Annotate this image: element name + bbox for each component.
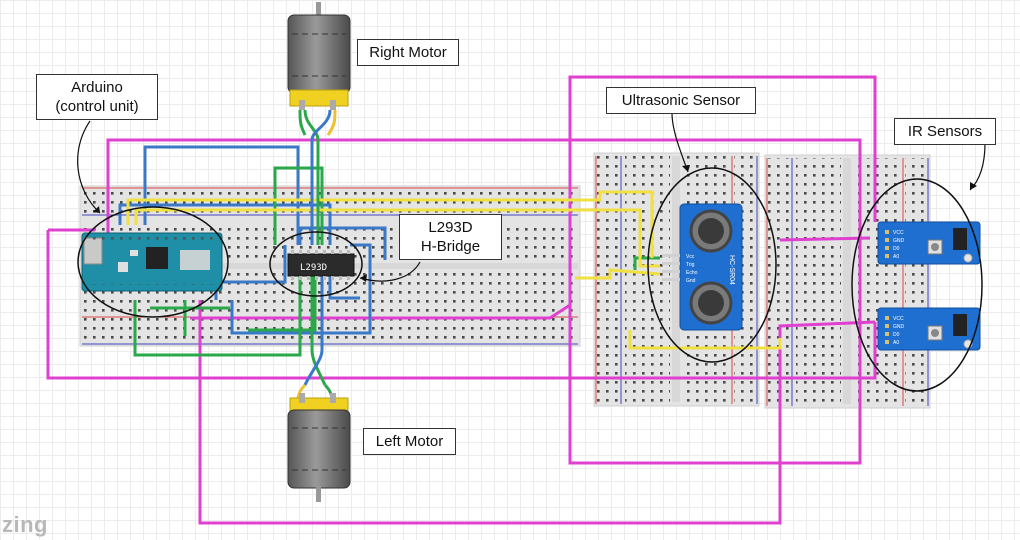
right-motor [287, 2, 351, 110]
l293d-chip: L293D [287, 250, 355, 280]
ir2-pin-d0: D0 [893, 332, 900, 338]
watermark: zing [2, 512, 48, 537]
chip-marking: L293D [300, 263, 327, 273]
left-motor-label: Left Motor [363, 428, 456, 455]
arduino-ellipse [77, 206, 229, 318]
ir2-pin-gnd: GND [893, 324, 905, 330]
ultrasonic-sensor: HC-SR04 Vcc Trig Echo Gnd [662, 203, 743, 331]
ultrasonic-ellipse [647, 167, 777, 363]
us-pin-gnd: Gnd [686, 278, 696, 284]
arrow-heads [93, 165, 977, 282]
yellow-wires [126, 190, 782, 350]
power-wires [46, 75, 877, 525]
hbridge-label: L293D H-Bridge [399, 214, 502, 260]
arduino-arrow [77, 120, 101, 214]
ir-breadboard [764, 154, 931, 409]
ir2-pin-vcc: VCC [893, 316, 904, 322]
ir1-pin-vcc: VCC [893, 230, 904, 236]
arduino-label: Arduino (control unit) [36, 74, 158, 120]
arduino-label-line2: (control unit) [55, 98, 139, 115]
ir1-pin-d0: D0 [893, 246, 900, 252]
arduino-board [81, 232, 223, 292]
ir-arrow [969, 142, 986, 191]
ir-sensors-label: IR Sensors [894, 118, 996, 145]
hbridge-label-line1: L293D [428, 219, 473, 236]
hbridge-label-line2: H-Bridge [420, 238, 481, 255]
ir-sensor-bottom: VCC GND D0 A0 [877, 307, 981, 351]
annotation-ellipses [77, 167, 983, 392]
ir1-pin-gnd: GND [893, 238, 905, 244]
us-pin-echo: Echo [686, 270, 698, 276]
ir2-pin-a0: A0 [893, 340, 899, 346]
arduino-label-line1: Arduino [71, 79, 123, 96]
pointer-arrows [77, 112, 986, 282]
ultrasonic-marking: HC-SR04 [728, 255, 735, 285]
us-pin-trig: Trig [686, 262, 695, 268]
left-motor [287, 393, 351, 502]
hbridge-arrow [359, 261, 421, 282]
motor-leads [296, 109, 337, 401]
ir-sensor-top: VCC GND D0 A0 [877, 221, 981, 265]
ir-ellipse [851, 178, 983, 392]
ultrasonic-label: Ultrasonic Sensor [606, 87, 756, 114]
right-motor-label: Right Motor [357, 39, 459, 66]
us-pin-vcc: Vcc [686, 254, 695, 260]
ir1-pin-a0: A0 [893, 254, 899, 260]
hbridge-ellipse [269, 231, 363, 297]
